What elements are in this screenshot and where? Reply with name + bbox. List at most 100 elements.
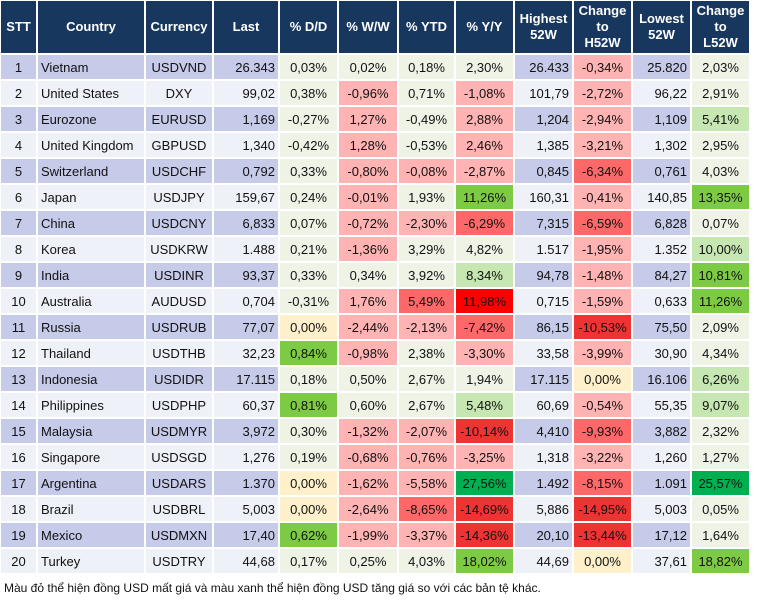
- cell-currency: USDCNY: [146, 211, 212, 235]
- column-header-lowest-52w: Lowest 52W: [633, 1, 690, 53]
- cell-lowest-52w: 96,22: [633, 81, 690, 105]
- cell-pct-yy: 4,82%: [456, 237, 513, 261]
- cell-lowest-52w: 140,85: [633, 185, 690, 209]
- cell-currency: DXY: [146, 81, 212, 105]
- cell-highest-52w: 94,78: [515, 263, 572, 287]
- cell-country: Eurozone: [38, 107, 144, 131]
- cell-change-h52w: -0,34%: [574, 55, 631, 79]
- cell-change-l52w: 18,82%: [692, 549, 749, 573]
- cell-change-l52w: 4,03%: [692, 159, 749, 183]
- cell-pct-yy: 11,98%: [456, 289, 513, 313]
- cell-pct-ytd: 3,29%: [399, 237, 454, 261]
- cell-pct-yy: -10,14%: [456, 419, 513, 443]
- cell-lowest-52w: 1.091: [633, 471, 690, 495]
- cell-pct-ytd: -3,37%: [399, 523, 454, 547]
- cell-stt: 12: [1, 341, 36, 365]
- cell-country: United States: [38, 81, 144, 105]
- cell-change-h52w: -1,59%: [574, 289, 631, 313]
- cell-currency: USDPHP: [146, 393, 212, 417]
- cell-pct-yy: 2,46%: [456, 133, 513, 157]
- cell-pct-ytd: -2,07%: [399, 419, 454, 443]
- cell-change-l52w: 13,35%: [692, 185, 749, 209]
- cell-change-l52w: 11,26%: [692, 289, 749, 313]
- cell-pct-yy: 5,48%: [456, 393, 513, 417]
- cell-pct-ytd: -0,08%: [399, 159, 454, 183]
- table-row: 8 Korea USDKRW 1.488 0,21% -1,36% 3,29% 4,82% 1.…: [1, 237, 749, 261]
- cell-highest-52w: 160,31: [515, 185, 572, 209]
- cell-change-l52w: 1,27%: [692, 445, 749, 469]
- cell-change-h52w: -3,99%: [574, 341, 631, 365]
- cell-country: Argentina: [38, 471, 144, 495]
- cell-change-l52w: 10,00%: [692, 237, 749, 261]
- cell-stt: 18: [1, 497, 36, 521]
- cell-last: 0,704: [214, 289, 278, 313]
- column-header-currency: Currency: [146, 1, 212, 53]
- cell-pct-dd: 0,30%: [280, 419, 337, 443]
- cell-pct-ytd: -2,30%: [399, 211, 454, 235]
- cell-lowest-52w: 16.106: [633, 367, 690, 391]
- cell-pct-ytd: 0,71%: [399, 81, 454, 105]
- cell-currency: USDSGD: [146, 445, 212, 469]
- cell-highest-52w: 1,385: [515, 133, 572, 157]
- cell-highest-52w: 17.115: [515, 367, 572, 391]
- cell-pct-ytd: -0,76%: [399, 445, 454, 469]
- cell-lowest-52w: 0,761: [633, 159, 690, 183]
- cell-lowest-52w: 55,35: [633, 393, 690, 417]
- cell-pct-dd: 0,38%: [280, 81, 337, 105]
- cell-pct-yy: -2,87%: [456, 159, 513, 183]
- cell-change-h52w: -3,22%: [574, 445, 631, 469]
- cell-stt: 4: [1, 133, 36, 157]
- cell-change-l52w: 5,41%: [692, 107, 749, 131]
- cell-pct-ww: 0,60%: [339, 393, 397, 417]
- table-row: 11 Russia USDRUB 77,07 0,00% -2,44% -2,13% -7,4…: [1, 315, 749, 339]
- cell-last: 26.343: [214, 55, 278, 79]
- cell-country: Philippines: [38, 393, 144, 417]
- cell-country: China: [38, 211, 144, 235]
- table-row: 15 Malaysia USDMYR 3,972 0,30% -1,32% -2,07% -1…: [1, 419, 749, 443]
- cell-pct-ytd: 5,49%: [399, 289, 454, 313]
- cell-pct-dd: 0,07%: [280, 211, 337, 235]
- cell-lowest-52w: 6,828: [633, 211, 690, 235]
- cell-change-l52w: 6,26%: [692, 367, 749, 391]
- cell-pct-ww: 0,50%: [339, 367, 397, 391]
- cell-last: 32,23: [214, 341, 278, 365]
- cell-highest-52w: 101,79: [515, 81, 572, 105]
- cell-currency: USDVND: [146, 55, 212, 79]
- cell-highest-52w: 1,204: [515, 107, 572, 131]
- cell-currency: USDRUB: [146, 315, 212, 339]
- cell-pct-yy: 11,26%: [456, 185, 513, 209]
- cell-highest-52w: 7,315: [515, 211, 572, 235]
- cell-stt: 5: [1, 159, 36, 183]
- cell-lowest-52w: 5,003: [633, 497, 690, 521]
- cell-pct-ytd: 2,67%: [399, 393, 454, 417]
- table-row: 4 United Kingdom GBPUSD 1,340 -0,42% 1,28% -0,…: [1, 133, 749, 157]
- cell-change-l52w: 2,32%: [692, 419, 749, 443]
- cell-lowest-52w: 30,90: [633, 341, 690, 365]
- cell-pct-yy: -3,30%: [456, 341, 513, 365]
- cell-stt: 8: [1, 237, 36, 261]
- cell-highest-52w: 20,10: [515, 523, 572, 547]
- cell-pct-yy: -6,29%: [456, 211, 513, 235]
- cell-country: Australia: [38, 289, 144, 313]
- cell-lowest-52w: 3,882: [633, 419, 690, 443]
- currency-table: STT Country Currency Last% D/D% W/W% YTD% Y…: [1, 1, 749, 573]
- cell-last: 159,67: [214, 185, 278, 209]
- cell-lowest-52w: 25.820: [633, 55, 690, 79]
- cell-pct-yy: 27,56%: [456, 471, 513, 495]
- cell-lowest-52w: 37,61: [633, 549, 690, 573]
- cell-stt: 17: [1, 471, 36, 495]
- cell-lowest-52w: 0,633: [633, 289, 690, 313]
- cell-pct-ytd: 3,92%: [399, 263, 454, 287]
- cell-pct-ytd: -8,65%: [399, 497, 454, 521]
- cell-highest-52w: 0,845: [515, 159, 572, 183]
- cell-change-h52w: -8,15%: [574, 471, 631, 495]
- cell-country: Mexico: [38, 523, 144, 547]
- cell-pct-ww: -0,80%: [339, 159, 397, 183]
- cell-change-h52w: -3,21%: [574, 133, 631, 157]
- cell-pct-ww: -0,01%: [339, 185, 397, 209]
- cell-currency: USDTRY: [146, 549, 212, 573]
- cell-pct-dd: 0,81%: [280, 393, 337, 417]
- cell-pct-yy: 2,88%: [456, 107, 513, 131]
- cell-highest-52w: 5,886: [515, 497, 572, 521]
- column-header-stt: STT: [1, 1, 36, 53]
